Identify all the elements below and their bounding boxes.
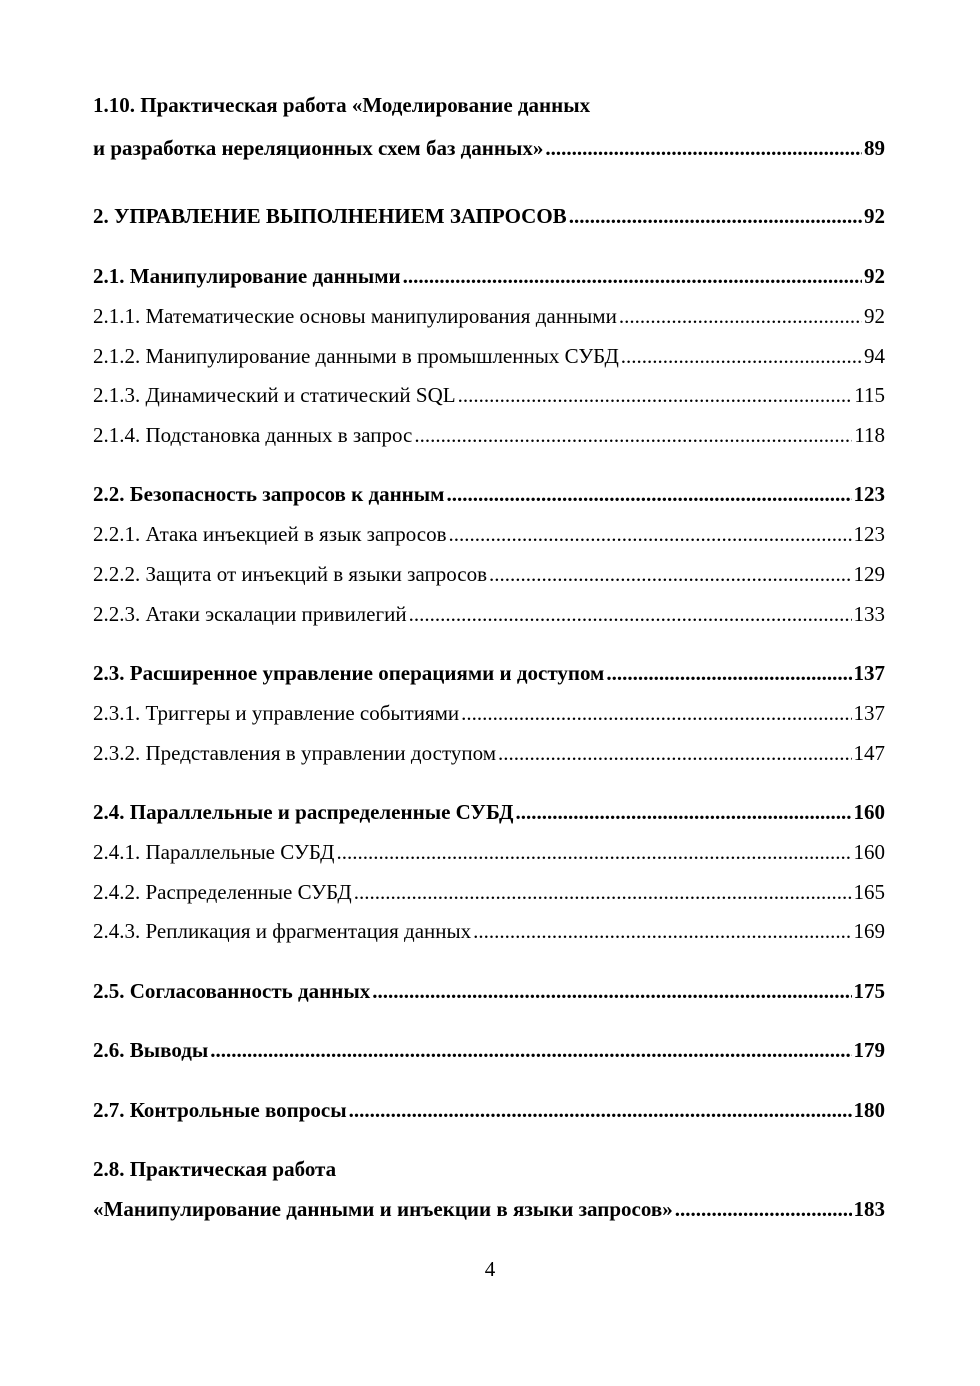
toc-entry: 2.2.1. Атака инъекцией в язык запросов 12… xyxy=(93,519,885,549)
toc-entry: 2.4. Параллельные и распределенные СУБД 1… xyxy=(93,797,885,827)
toc-entry-page: 133 xyxy=(853,602,886,626)
toc-entry-page: 94 xyxy=(864,344,885,368)
toc-entry-page: 160 xyxy=(853,800,886,824)
toc-entry-page: 180 xyxy=(853,1098,886,1122)
dot-leader xyxy=(409,599,852,629)
toc-entry-title: и разработка нереляционных схем баз данн… xyxy=(93,136,544,160)
toc-entry-title: 2.4.3. Репликация и фрагментация данных xyxy=(93,919,472,943)
toc-entry-title: 2.5. Согласованность данных xyxy=(93,979,371,1003)
toc-entry-page: 92 xyxy=(864,304,885,328)
dot-leader xyxy=(489,559,852,589)
toc-entry: 1.10. Практическая работа «Моделирование… xyxy=(93,90,885,120)
toc-entry-title: 2.3.2. Представления в управлении доступ… xyxy=(93,741,496,765)
toc-entry-page: 137 xyxy=(853,701,886,725)
toc-entry: 2. УПРАВЛЕНИЕ ВЫПОЛНЕНИЕМ ЗАПРОСОВ 92 xyxy=(93,201,885,231)
toc-entry: 2.5. Согласованность данных 175 xyxy=(93,976,885,1006)
toc-entry-title: 2.2.2. Защита от инъекций в языки запрос… xyxy=(93,562,487,586)
dot-leader xyxy=(621,341,862,371)
toc-entry-title: 2.3.1. Триггеры и управление событиями xyxy=(93,701,460,725)
dot-leader xyxy=(473,916,851,946)
toc-entry-page: 115 xyxy=(854,383,885,407)
toc-entry: и разработка нереляционных схем баз данн… xyxy=(93,133,885,163)
toc-entry-title: 2.2.1. Атака инъекцией в язык запросов xyxy=(93,522,447,546)
dot-leader xyxy=(349,1095,852,1125)
toc-entry-title: 2.7. Контрольные вопросы xyxy=(93,1098,347,1122)
toc-entry: 2.4.2. Распределенные СУБД 165 xyxy=(93,877,885,907)
dot-leader xyxy=(498,738,852,768)
toc-entry-title: 2.6. Выводы xyxy=(93,1038,209,1062)
toc-entry-page: 89 xyxy=(864,136,885,160)
toc-entry: 2.4.1. Параллельные СУБД 160 xyxy=(93,837,885,867)
toc-entry: 2.6. Выводы 179 xyxy=(93,1035,885,1065)
toc-entry: 2.2.3. Атаки эскалации привилегий 133 xyxy=(93,599,885,629)
toc-entry-title: 2.2.3. Атаки эскалации привилегий xyxy=(93,602,407,626)
dot-leader xyxy=(461,698,851,728)
toc-entry-page: 118 xyxy=(854,423,885,447)
toc-entry: 2.3. Расширенное управление операциями и… xyxy=(93,658,885,688)
toc-entry: 2.1.4. Подстановка данных в запрос 118 xyxy=(93,420,885,450)
toc-entry-title: 2.1.2. Манипулирование данными в промышл… xyxy=(93,344,619,368)
toc-entry-title: 2.1. Манипулирование данными xyxy=(93,264,401,288)
dot-leader xyxy=(446,479,851,509)
toc-entry: 2.1.2. Манипулирование данными в промышл… xyxy=(93,341,885,371)
toc-entry-title: 2. УПРАВЛЕНИЕ ВЫПОЛНЕНИЕМ ЗАПРОСОВ xyxy=(93,204,567,228)
toc-entry-title: 2.8. Практическая работа xyxy=(93,1157,337,1181)
toc-entry-title: 2.1.1. Математические основы манипулиров… xyxy=(93,304,617,328)
toc-entry-title: 2.2. Безопасность запросов к данным xyxy=(93,482,445,506)
dot-leader xyxy=(354,877,852,907)
dot-leader xyxy=(336,837,851,867)
dot-leader xyxy=(619,301,862,331)
toc-entry-title: 2.4.1. Параллельные СУБД xyxy=(93,840,335,864)
toc-entry-page: 92 xyxy=(864,204,885,228)
toc-entry-page: 147 xyxy=(853,741,886,765)
toc-entry: 2.7. Контрольные вопросы 180 xyxy=(93,1095,885,1125)
dot-leader xyxy=(403,261,862,291)
toc-entry-title: 2.1.3. Динамический и статический SQL xyxy=(93,383,456,407)
dot-leader xyxy=(414,420,852,450)
toc-entry: 2.8. Практическая работа xyxy=(93,1154,885,1184)
dot-leader xyxy=(675,1194,852,1224)
toc-entry-title: 2.1.4. Подстановка данных в запрос xyxy=(93,423,413,447)
toc-entry: 2.2. Безопасность запросов к данным 123 xyxy=(93,479,885,509)
toc-entry-page: 183 xyxy=(853,1197,886,1221)
dot-leader xyxy=(569,201,862,231)
toc-entry-page: 175 xyxy=(853,979,886,1003)
dot-leader xyxy=(372,976,851,1006)
toc-entry-page: 123 xyxy=(853,482,886,506)
toc-entry: «Манипулирование данными и инъекции в яз… xyxy=(93,1194,885,1224)
toc-entry-page: 137 xyxy=(853,661,886,685)
toc-entry-title: 2.4. Параллельные и распределенные СУБД xyxy=(93,800,514,824)
dot-leader xyxy=(606,658,851,688)
toc-entry: 2.3.1. Триггеры и управление событиями 13… xyxy=(93,698,885,728)
dot-leader xyxy=(458,380,853,410)
toc-entry: 2.4.3. Репликация и фрагментация данных 1… xyxy=(93,916,885,946)
page-number: 4 xyxy=(484,1257,496,1281)
toc-entry-title: 1.10. Практическая работа «Моделирование… xyxy=(93,93,591,117)
toc-entry-title: 2.3. Расширенное управление операциями и… xyxy=(93,661,605,685)
dot-leader xyxy=(210,1035,851,1065)
toc-entry-page: 123 xyxy=(853,522,886,546)
dot-leader xyxy=(449,519,852,549)
toc-entry-page: 160 xyxy=(853,840,886,864)
toc-entry: 2.3.2. Представления в управлении доступ… xyxy=(93,738,885,768)
toc-entry-page: 169 xyxy=(853,919,886,943)
dot-leader xyxy=(545,133,862,163)
toc-entry-page: 129 xyxy=(853,562,886,586)
toc-entry-page: 165 xyxy=(853,880,886,904)
toc-entry-title: 2.4.2. Распределенные СУБД xyxy=(93,880,352,904)
toc-entry: 2.1.3. Динамический и статический SQL 115 xyxy=(93,380,885,410)
toc-entry: 2.1. Манипулирование данными 92 xyxy=(93,261,885,291)
toc-entry-title: «Манипулирование данными и инъекции в яз… xyxy=(93,1197,673,1221)
toc-entry-page: 179 xyxy=(853,1038,886,1062)
toc-entry-page: 92 xyxy=(864,264,885,288)
dot-leader xyxy=(516,797,852,827)
toc-entry: 2.1.1. Математические основы манипулиров… xyxy=(93,301,885,331)
toc-entry: 2.2.2. Защита от инъекций в языки запрос… xyxy=(93,559,885,589)
